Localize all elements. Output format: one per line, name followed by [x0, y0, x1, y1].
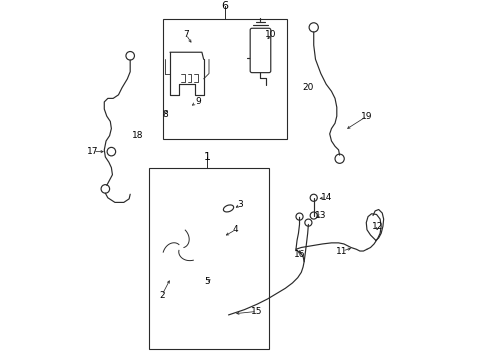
Text: 6: 6 [221, 1, 228, 11]
Circle shape [170, 104, 173, 107]
Text: 14: 14 [320, 193, 331, 202]
Text: 10: 10 [265, 30, 276, 39]
Text: 5: 5 [204, 277, 210, 286]
Text: 4: 4 [232, 225, 238, 234]
Text: 9: 9 [195, 98, 201, 107]
FancyBboxPatch shape [250, 28, 270, 73]
Text: 3: 3 [237, 201, 243, 210]
Circle shape [177, 244, 183, 251]
Text: 17: 17 [87, 147, 99, 156]
Text: 2: 2 [159, 291, 164, 300]
Text: 8: 8 [163, 110, 168, 119]
Text: 1: 1 [203, 152, 210, 162]
Text: 11: 11 [336, 247, 347, 256]
Text: 15: 15 [251, 307, 262, 316]
Text: 7: 7 [183, 30, 188, 39]
Text: 20: 20 [302, 83, 313, 92]
Text: 19: 19 [361, 112, 372, 121]
Text: 13: 13 [314, 211, 326, 220]
Circle shape [180, 107, 184, 111]
Text: 16: 16 [293, 250, 305, 259]
Bar [148, 168, 269, 348]
Bar [163, 18, 286, 139]
Text: 12: 12 [371, 222, 383, 231]
Text: 18: 18 [132, 131, 143, 140]
